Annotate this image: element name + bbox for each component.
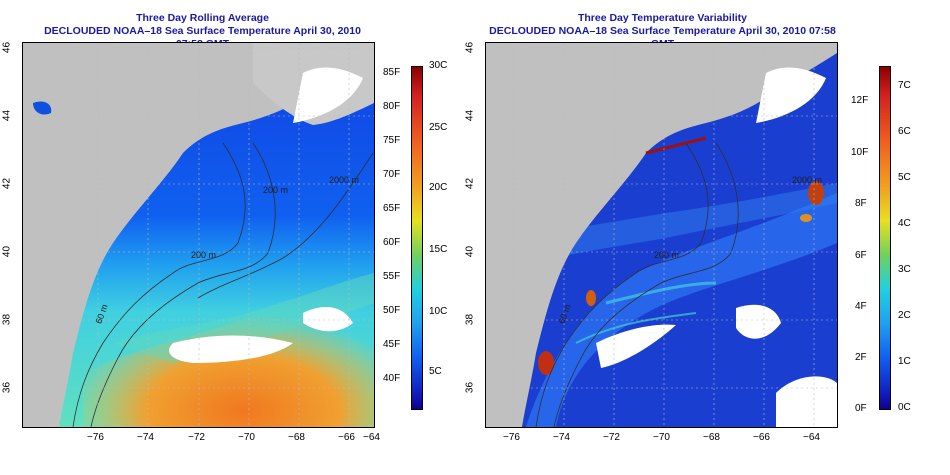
left-cbar-f-85: 85F	[383, 67, 401, 78]
left-lon-68: −68	[288, 432, 305, 443]
right-lon-70: −70	[653, 432, 670, 443]
right-lon-64: −64	[803, 432, 820, 443]
left-title: Three Day Rolling Average	[136, 12, 269, 24]
right-cbar-f-6: 6F	[855, 250, 867, 261]
right-cbar-f-10: 10F	[851, 147, 869, 158]
left-cbar-f-75: 75F	[383, 135, 401, 146]
left-cbar-f-40: 40F	[383, 373, 401, 384]
right-cbar-c-2: 2C	[898, 310, 911, 321]
left-cbar-c-15: 15C	[429, 244, 448, 255]
right-cbar-f-4: 4F	[855, 301, 867, 312]
left-lat-36: 36	[1, 381, 13, 394]
left-cbar-f-60: 60F	[383, 237, 401, 248]
right-cbar-c-4: 4C	[898, 218, 911, 229]
contour-label-3: 2000 m	[329, 175, 359, 185]
right-lat-36: 36	[464, 381, 476, 394]
contour-label-1: 200 m	[191, 250, 216, 260]
land	[486, 43, 837, 427]
right-lon-76: −76	[503, 432, 520, 443]
left-lat-46: 46	[1, 41, 13, 54]
contour-label-4: 200 m	[263, 185, 288, 195]
left-lon-70: −70	[238, 432, 255, 443]
right-title: Three Day Temperature Variability	[577, 12, 748, 24]
right-lat-46: 46	[464, 41, 476, 54]
right-cbar-c-3: 3C	[898, 264, 911, 275]
left-cbar-f-80: 80F	[383, 101, 401, 112]
right-lat-44: 44	[464, 109, 476, 122]
cloud-patch	[293, 67, 363, 123]
left-lat-42: 42	[1, 177, 13, 190]
left-lat-40: 40	[1, 245, 13, 258]
left-lat-38: 38	[1, 313, 13, 326]
right-lon-66: −66	[753, 432, 770, 443]
right-cbar-f-12: 12F	[851, 95, 869, 106]
left-cbar-f-50: 50F	[383, 305, 401, 316]
right-cbar-c-5: 5C	[898, 172, 911, 183]
right-lat-38: 38	[464, 313, 476, 326]
left-cbar-f-55: 55F	[383, 271, 401, 282]
left-lon-72: −72	[188, 432, 205, 443]
hotspot-line	[645, 136, 707, 155]
cloud-patch	[756, 67, 826, 123]
left-lon-64: −64	[363, 432, 380, 443]
contour-label-3: 2000 m	[792, 175, 822, 185]
left-colorbar	[411, 66, 423, 410]
right-panel-title: Three Day Temperature Variability DECLOU…	[480, 12, 845, 51]
land	[23, 43, 374, 427]
right-lon-74: −74	[553, 432, 570, 443]
left-cbar-f-45: 45F	[383, 339, 401, 350]
left-cbar-c-25: 25C	[429, 122, 448, 133]
right-cbar-c-0: 0C	[898, 402, 911, 413]
left-cbar-f-70: 70F	[383, 169, 401, 180]
right-map-svg: 200 m 60 m 2000 m	[486, 43, 837, 427]
right-lon-72: −72	[603, 432, 620, 443]
left-cbar-c-30: 30C	[429, 60, 448, 71]
right-lat-40: 40	[464, 245, 476, 258]
left-cbar-f-65: 65F	[383, 203, 401, 214]
left-lon-76: −76	[87, 432, 104, 443]
left-lon-74: −74	[137, 432, 154, 443]
right-lat-42: 42	[464, 177, 476, 190]
right-lon-68: −68	[703, 432, 720, 443]
right-cbar-c-6: 6C	[898, 126, 911, 137]
right-colorbar	[879, 66, 891, 410]
left-lon-66: −66	[338, 432, 355, 443]
left-lat-44: 44	[1, 109, 13, 122]
right-cbar-c-7: 7C	[898, 80, 911, 91]
right-cbar-f-2: 2F	[855, 352, 867, 363]
left-cbar-c-5: 5C	[429, 366, 442, 377]
right-cbar-c-1: 1C	[898, 356, 911, 367]
right-cbar-f-8: 8F	[855, 198, 867, 209]
contour-label-1: 200 m	[654, 250, 679, 260]
left-map-svg: 200 m 60 m 2000 m 200 m	[23, 43, 374, 427]
right-map: 200 m 60 m 2000 m	[485, 42, 838, 428]
left-map: 200 m 60 m 2000 m 200 m	[22, 42, 375, 428]
left-cbar-c-20: 20C	[429, 182, 448, 193]
left-cbar-c-10: 10C	[429, 306, 448, 317]
hotspot	[538, 351, 554, 375]
right-cbar-f-0: 0F	[855, 403, 867, 414]
